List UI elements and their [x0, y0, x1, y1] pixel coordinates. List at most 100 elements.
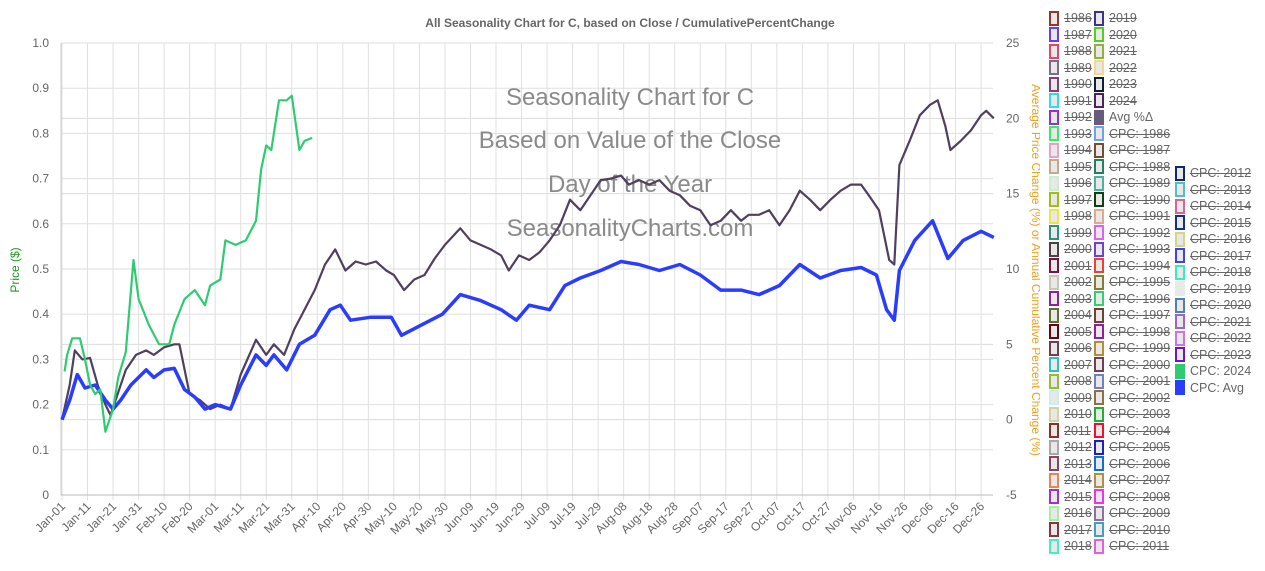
legend-item[interactable]: 1994 — [1049, 142, 1092, 158]
chart-title: All Seasonality Chart for C, based on Cl… — [425, 16, 835, 30]
legend-swatch — [1175, 347, 1185, 362]
legend-item[interactable]: 2012 — [1049, 439, 1092, 455]
legend-swatch — [1094, 60, 1104, 75]
legend-item[interactable]: 2008 — [1049, 373, 1092, 389]
legend-label: 2020 — [1109, 27, 1137, 42]
legend-item[interactable]: 2006 — [1049, 340, 1092, 356]
legend-item[interactable]: 2009 — [1049, 390, 1092, 406]
legend-item[interactable]: CPC: 1988 — [1094, 159, 1170, 175]
legend-item[interactable]: 1987 — [1049, 27, 1092, 43]
legend-item[interactable]: CPC: 1989 — [1094, 175, 1170, 191]
legend-item[interactable]: CPC: 2009 — [1094, 505, 1170, 521]
legend-item[interactable]: 2003 — [1049, 291, 1092, 307]
legend-item[interactable]: 2005 — [1049, 324, 1092, 340]
legend-item[interactable]: CPC: 1986 — [1094, 126, 1170, 142]
legend-item[interactable]: CPC: 1991 — [1094, 208, 1170, 224]
legend-item[interactable]: CPC: 2001 — [1094, 373, 1170, 389]
legend-label: CPC: 2022 — [1190, 331, 1252, 345]
legend-item[interactable]: 2000 — [1049, 241, 1092, 257]
legend-item[interactable]: CPC: 2000 — [1094, 357, 1170, 373]
legend-swatch — [1049, 406, 1059, 422]
legend-item[interactable]: CPC: 2005 — [1094, 439, 1170, 455]
legend-item[interactable]: CPC: 2023 — [1175, 347, 1251, 363]
legend-item[interactable]: 2018 — [1049, 538, 1092, 554]
legend-item[interactable]: 1989 — [1049, 60, 1092, 76]
legend-item[interactable]: 2015 — [1049, 489, 1092, 505]
legend-item[interactable]: 1992 — [1049, 109, 1092, 125]
legend-item[interactable]: CPC: 1987 — [1094, 142, 1170, 158]
legend-item[interactable]: CPC: 2002 — [1094, 390, 1170, 406]
legend-item[interactable]: 1998 — [1049, 208, 1092, 224]
legend-item[interactable]: CPC: 1995 — [1094, 274, 1170, 290]
legend-item[interactable]: 1996 — [1049, 175, 1092, 191]
legend-item[interactable]: CPC: 1992 — [1094, 225, 1170, 241]
left-tick-label: 0.2 — [32, 398, 49, 412]
legend-swatch — [1094, 241, 1104, 257]
legend-item[interactable]: CPC: 1998 — [1094, 324, 1170, 340]
legend-item[interactable]: CPC: 1999 — [1094, 340, 1170, 356]
left-tick-label: 0.5 — [32, 262, 49, 276]
legend-item[interactable]: 1993 — [1049, 126, 1092, 142]
legend-item[interactable]: CPC: 2017 — [1175, 248, 1251, 264]
legend-label: CPC: 1998 — [1109, 324, 1171, 339]
legend-item[interactable]: CPC: 2016 — [1175, 231, 1251, 247]
legend-item[interactable]: Avg %Δ — [1094, 109, 1153, 125]
legend-item[interactable]: CPC: 1997 — [1094, 307, 1170, 323]
legend-item[interactable]: 2007 — [1049, 357, 1092, 373]
legend-item[interactable]: CPC: 2008 — [1094, 489, 1170, 505]
legend-item[interactable]: 2022 — [1094, 60, 1137, 76]
legend-label: 2010 — [1064, 407, 1092, 421]
legend-item[interactable]: 2011 — [1049, 423, 1091, 439]
legend-item[interactable]: 2023 — [1094, 76, 1137, 92]
legend-item[interactable]: CPC: 2022 — [1175, 330, 1251, 346]
legend-item[interactable]: CPC: 2014 — [1175, 198, 1251, 214]
legend-item[interactable]: CPC: 2011 — [1094, 538, 1169, 554]
legend-item[interactable]: CPC: 2024 — [1175, 363, 1251, 379]
legend-item[interactable]: 2017 — [1049, 522, 1092, 538]
legend-item[interactable]: 1988 — [1049, 43, 1092, 59]
legend-item[interactable]: CPC: 1996 — [1094, 291, 1170, 307]
legend-item[interactable]: 2001 — [1049, 258, 1092, 274]
legend-item[interactable]: 1997 — [1049, 192, 1092, 208]
legend-item[interactable]: 1999 — [1049, 225, 1092, 241]
legend-item[interactable]: CPC: 1994 — [1094, 258, 1170, 274]
legend-item[interactable]: 2010 — [1049, 406, 1092, 422]
legend-item[interactable]: CPC: 2012 — [1175, 165, 1251, 181]
legend-item[interactable]: CPC: 2007 — [1094, 472, 1170, 488]
legend-item[interactable]: CPC: 2020 — [1175, 297, 1251, 313]
legend-item[interactable]: CPC: 2003 — [1094, 406, 1170, 422]
legend-label: CPC: 1992 — [1109, 225, 1171, 240]
legend-item[interactable]: 2002 — [1049, 274, 1092, 290]
legend-item[interactable]: 2014 — [1049, 472, 1092, 488]
legend-label: Avg %Δ — [1109, 110, 1154, 124]
legend-item[interactable]: CPC: 2010 — [1094, 522, 1170, 538]
legend-item[interactable]: CPC: 2004 — [1094, 423, 1170, 439]
legend-item[interactable]: 2013 — [1049, 456, 1092, 472]
legend-item[interactable]: CPC: 2006 — [1094, 456, 1170, 472]
legend-item[interactable]: 2016 — [1049, 505, 1092, 521]
legend-item[interactable]: CPC: 1993 — [1094, 241, 1170, 257]
legend-item[interactable]: CPC: 2021 — [1175, 314, 1251, 330]
legend-item[interactable]: 1995 — [1049, 159, 1092, 175]
legend-item[interactable]: CPC: 2015 — [1175, 215, 1251, 231]
legend-item[interactable]: 2021 — [1094, 43, 1137, 59]
legend-item[interactable]: CPC: Avg — [1175, 380, 1244, 396]
legend-swatch — [1049, 109, 1059, 125]
legend-label: 1997 — [1064, 192, 1092, 207]
legend-item[interactable]: CPC: 2019 — [1175, 281, 1251, 297]
legend-item[interactable]: CPC: 1990 — [1094, 192, 1170, 208]
legend-item[interactable]: 2024 — [1094, 93, 1137, 109]
legend-label: CPC: 2006 — [1109, 456, 1171, 471]
legend-item[interactable]: 2019 — [1094, 10, 1137, 26]
legend-item[interactable]: 2020 — [1094, 27, 1137, 43]
legend-item[interactable]: CPC: 2013 — [1175, 182, 1251, 198]
legend-item[interactable]: 1991 — [1049, 93, 1092, 109]
legend-item[interactable]: 1990 — [1049, 76, 1092, 92]
legend-item[interactable]: 2004 — [1049, 307, 1092, 323]
legend-item[interactable]: 1986 — [1049, 10, 1092, 26]
legend-item[interactable]: CPC: 2018 — [1175, 264, 1251, 280]
legend-label: 1986 — [1064, 11, 1092, 25]
legend-label: 1988 — [1064, 44, 1092, 58]
legend-swatch — [1094, 522, 1104, 537]
legend-swatch — [1175, 297, 1185, 313]
